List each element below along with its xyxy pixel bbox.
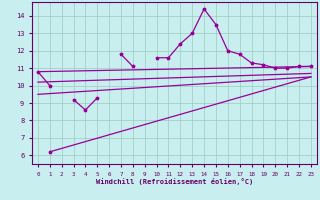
X-axis label: Windchill (Refroidissement éolien,°C): Windchill (Refroidissement éolien,°C): [96, 178, 253, 185]
